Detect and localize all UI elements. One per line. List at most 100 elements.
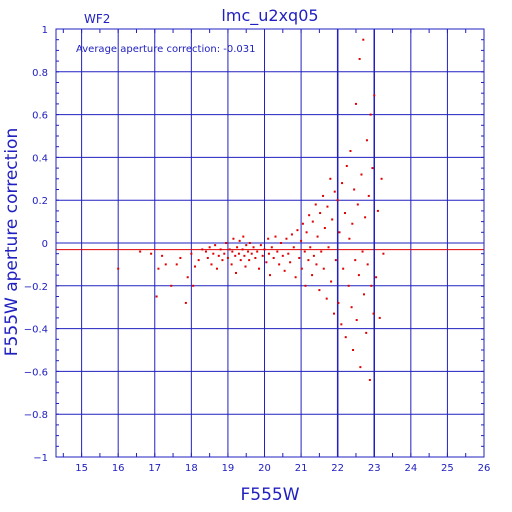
data-point xyxy=(239,259,242,262)
data-point xyxy=(311,274,314,277)
x-tick-label: 15 xyxy=(75,463,88,474)
data-point xyxy=(248,259,251,262)
x-tick-label: 22 xyxy=(331,463,344,474)
data-point xyxy=(248,242,251,244)
data-point xyxy=(355,319,358,322)
data-point xyxy=(359,366,362,369)
data-point xyxy=(292,246,295,249)
data-point xyxy=(269,274,271,277)
data-point xyxy=(322,194,325,197)
data-point xyxy=(363,293,366,296)
data-point xyxy=(311,220,314,223)
data-point xyxy=(301,222,304,225)
data-point xyxy=(322,267,325,270)
data-point xyxy=(340,323,343,326)
data-point xyxy=(252,246,255,249)
data-point xyxy=(194,265,197,268)
data-point xyxy=(372,312,375,315)
y-tick-label: 1 xyxy=(42,25,48,36)
y-tick-label: −0.4 xyxy=(24,325,48,336)
y-axis-label: F555W aperture correction xyxy=(2,128,22,356)
data-point xyxy=(259,244,262,247)
data-point xyxy=(254,256,257,259)
data-point xyxy=(244,265,247,268)
data-point xyxy=(318,289,321,292)
y-tick-label: 0.2 xyxy=(32,196,48,207)
data-point xyxy=(354,259,357,262)
x-tick-label: 26 xyxy=(478,463,491,474)
data-point xyxy=(367,194,370,197)
data-point xyxy=(294,276,297,279)
data-point xyxy=(164,263,167,266)
data-point xyxy=(247,250,250,253)
data-point xyxy=(375,276,378,279)
data-point xyxy=(351,222,354,225)
data-point xyxy=(378,316,381,319)
data-point xyxy=(214,244,217,247)
y-tick-label: 0.6 xyxy=(32,111,48,122)
y-tick-label: 0 xyxy=(42,239,48,250)
data-point xyxy=(366,263,369,266)
x-tick-label: 23 xyxy=(368,463,381,474)
data-point xyxy=(238,239,241,242)
data-point xyxy=(369,113,372,116)
y-tick-label: 0.8 xyxy=(32,68,48,79)
data-point xyxy=(368,378,371,381)
data-point xyxy=(170,284,173,287)
data-point xyxy=(307,259,310,262)
data-point xyxy=(365,139,368,142)
data-point xyxy=(150,252,153,255)
data-point xyxy=(204,250,207,253)
data-point xyxy=(157,267,160,270)
data-point xyxy=(206,256,209,259)
data-point xyxy=(358,57,361,60)
data-point xyxy=(338,231,341,234)
data-point xyxy=(225,242,228,244)
data-point xyxy=(326,205,329,208)
data-point xyxy=(242,235,245,238)
data-point xyxy=(350,306,353,309)
data-point xyxy=(303,250,306,253)
data-point xyxy=(117,267,120,270)
data-point xyxy=(272,256,275,259)
data-point xyxy=(290,233,293,236)
reference-lines xyxy=(56,29,484,457)
data-point xyxy=(298,256,301,259)
data-point xyxy=(327,246,330,249)
data-point xyxy=(155,295,158,298)
data-point xyxy=(305,231,308,234)
data-point xyxy=(237,252,240,255)
data-point xyxy=(234,271,237,274)
data-point xyxy=(309,246,312,249)
data-point xyxy=(219,248,222,251)
data-point xyxy=(345,164,348,167)
data-point xyxy=(283,269,286,272)
data-point xyxy=(223,252,226,255)
data-point xyxy=(343,212,346,215)
data-point xyxy=(300,239,303,242)
x-tick-label: 21 xyxy=(295,463,308,474)
data-point xyxy=(348,237,351,240)
data-point xyxy=(347,284,350,287)
chip-label: WF2 xyxy=(84,12,110,26)
data-point xyxy=(344,336,347,339)
data-point xyxy=(349,149,352,152)
x-tick-label: 24 xyxy=(404,463,417,474)
y-tick-label: 0.4 xyxy=(32,153,48,164)
data-point xyxy=(179,256,182,259)
data-point xyxy=(230,263,233,266)
data-point xyxy=(342,267,345,270)
data-point xyxy=(316,235,319,238)
data-point xyxy=(256,250,259,253)
data-point xyxy=(161,254,164,257)
data-point xyxy=(331,218,334,221)
chart-title: lmc_u2xq05 xyxy=(221,6,318,26)
data-point xyxy=(304,284,307,287)
data-point xyxy=(370,284,373,287)
grid xyxy=(56,28,485,458)
data-point xyxy=(360,173,363,176)
data-point xyxy=(287,252,290,255)
data-point xyxy=(234,254,237,257)
